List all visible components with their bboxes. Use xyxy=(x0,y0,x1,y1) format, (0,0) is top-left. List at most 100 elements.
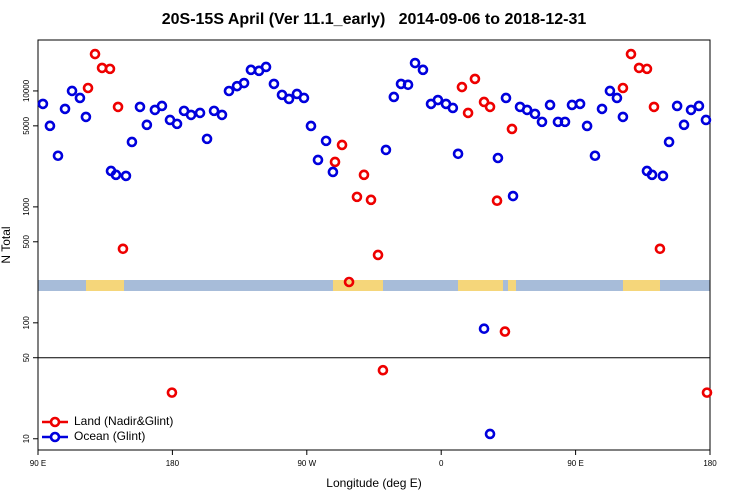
point xyxy=(245,64,257,76)
x-tick-label: 90 E xyxy=(567,459,583,468)
point xyxy=(388,91,400,103)
point xyxy=(409,57,421,69)
point xyxy=(44,120,56,132)
point xyxy=(685,104,697,116)
point xyxy=(671,100,683,112)
y-tick-label: 5000 xyxy=(22,116,31,134)
point xyxy=(37,98,49,110)
point xyxy=(380,144,392,156)
point xyxy=(536,116,548,128)
point xyxy=(329,156,341,168)
point xyxy=(402,79,414,91)
point xyxy=(617,111,629,123)
x-tick-label: 180 xyxy=(166,459,180,468)
point xyxy=(641,63,653,75)
point xyxy=(506,123,518,135)
point xyxy=(89,48,101,60)
point xyxy=(185,109,197,121)
point xyxy=(110,169,122,181)
point xyxy=(544,99,556,111)
point xyxy=(141,119,153,131)
point xyxy=(283,93,295,105)
point xyxy=(529,108,541,120)
y-tick-label: 10000 xyxy=(22,79,31,102)
point xyxy=(478,323,490,334)
y-tick-label: 500 xyxy=(22,235,31,249)
point xyxy=(693,100,705,112)
point xyxy=(499,326,511,337)
point xyxy=(611,92,623,104)
y-tick-label: 100 xyxy=(22,316,31,330)
point xyxy=(484,428,496,440)
x-tick-label: 90 W xyxy=(297,459,316,468)
point xyxy=(298,92,310,104)
legend-label: Land (Nadir&Glint) xyxy=(74,414,173,428)
point xyxy=(581,120,593,132)
x-axis-label: Longitude (deg E) xyxy=(326,476,421,490)
point xyxy=(462,107,474,119)
point xyxy=(377,364,389,376)
point xyxy=(447,102,459,114)
point xyxy=(478,96,490,108)
point xyxy=(201,133,213,145)
point xyxy=(117,243,129,255)
point xyxy=(625,48,637,60)
point xyxy=(663,136,675,148)
point xyxy=(312,154,324,166)
point xyxy=(171,118,183,130)
point xyxy=(574,98,586,110)
point xyxy=(358,169,370,181)
point xyxy=(701,387,713,398)
point xyxy=(678,119,690,131)
point xyxy=(432,94,444,106)
point xyxy=(417,64,429,76)
point xyxy=(491,195,503,207)
point xyxy=(657,170,669,182)
point xyxy=(268,78,280,90)
point xyxy=(52,150,64,162)
point xyxy=(559,116,571,128)
point xyxy=(469,73,481,85)
plot-frame xyxy=(37,39,711,451)
point xyxy=(126,136,138,148)
point xyxy=(646,169,658,181)
point xyxy=(343,276,355,288)
land-mask-band xyxy=(38,280,710,291)
y-tick-label: 10 xyxy=(22,434,31,443)
y-axis-label: N Total xyxy=(0,226,13,263)
point xyxy=(305,120,317,132)
point xyxy=(507,190,519,202)
legend-marker xyxy=(49,416,61,428)
legend-label: Ocean (Glint) xyxy=(74,429,145,443)
point xyxy=(80,111,92,123)
point xyxy=(327,166,339,178)
x-tick-label: 0 xyxy=(439,459,444,468)
point xyxy=(604,85,616,97)
y-tick-label: 1000 xyxy=(22,197,31,215)
land-patch xyxy=(458,280,503,291)
point xyxy=(320,135,332,147)
point xyxy=(500,92,512,104)
point xyxy=(120,170,132,182)
point xyxy=(166,387,178,398)
point xyxy=(596,103,608,115)
point xyxy=(521,104,533,116)
point xyxy=(194,107,206,119)
point xyxy=(648,101,660,113)
point xyxy=(208,105,220,117)
land-patch xyxy=(86,280,124,291)
point xyxy=(216,109,228,121)
point xyxy=(492,152,504,164)
point xyxy=(365,194,377,206)
point xyxy=(700,114,712,126)
point xyxy=(456,81,468,93)
point xyxy=(82,82,94,94)
point xyxy=(336,139,348,151)
chart-title: 20S-15S April (Ver 11.1_early) 2014-09-0… xyxy=(162,11,587,28)
y-tick-label: 50 xyxy=(22,353,31,362)
point xyxy=(134,101,146,113)
x-tick-label: 90 E xyxy=(30,459,46,468)
point xyxy=(59,103,71,115)
point xyxy=(484,101,496,113)
